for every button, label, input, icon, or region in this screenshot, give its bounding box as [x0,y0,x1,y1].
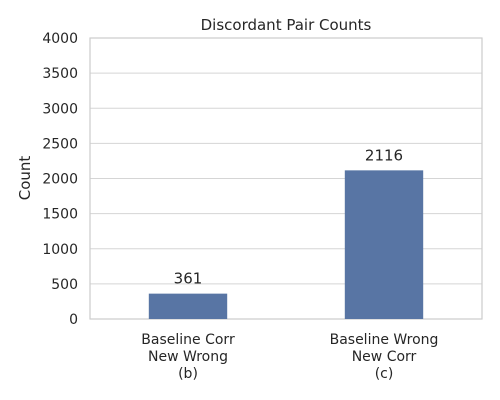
bar [148,293,228,319]
y-tick-label: 2500 [42,136,78,152]
y-tick-label: 1000 [42,242,78,258]
y-tick-label: 3000 [42,101,78,117]
y-tick-label: 500 [51,277,78,293]
x-tick-label-line: Baseline Corr [141,332,235,348]
y-tick-label: 2000 [42,172,78,188]
x-tick-label: Baseline Wrong New Corr (c) [330,332,439,382]
y-tick-label: 4000 [42,31,78,47]
y-tick-label: 0 [69,312,78,328]
x-tick-label-line: New Corr [352,349,417,365]
value-label: 2116 [365,146,403,164]
y-tick-label: 3500 [42,66,78,82]
y-axis-label: Count [16,156,34,201]
x-tick-label-line: Baseline Wrong [330,332,439,348]
x-tick-label-line: New Wrong [148,349,228,365]
chart-title: Discordant Pair Counts [201,16,372,34]
x-tick-label-line: (c) [375,366,394,382]
x-tick-label: Baseline Corr New Wrong (b) [141,332,235,382]
bar [344,170,424,319]
y-tick-label: 1500 [42,207,78,223]
x-tick-label-line: (b) [178,366,198,382]
plot-frame [89,37,483,320]
value-label: 361 [174,270,203,288]
